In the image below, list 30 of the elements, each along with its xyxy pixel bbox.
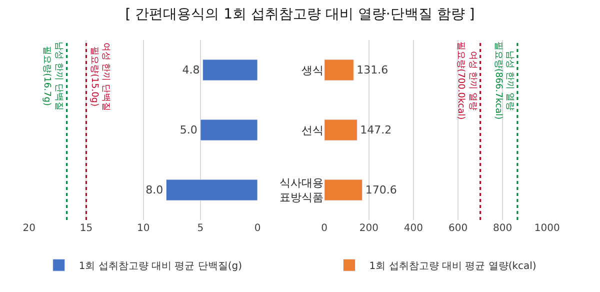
x-tick-label: 0 (321, 223, 328, 234)
x-tick-label: 10 (136, 223, 150, 234)
x-tick-label: 5 (197, 223, 204, 234)
data-label: 147.2 (360, 124, 392, 136)
bar (202, 59, 258, 81)
x-tick-label: 400 (404, 223, 424, 234)
x-tick-label: 15 (80, 223, 93, 234)
x-tick-label: 800 (493, 223, 512, 234)
x-tick-label: 600 (448, 223, 468, 234)
x-tick-label: 0 (254, 223, 261, 234)
data-label: 170.6 (365, 184, 397, 196)
y-tick-label: 식사대용 표방식품 (279, 176, 324, 204)
y-tick-label: 선식 (301, 124, 324, 137)
bar (200, 119, 258, 141)
x-tick-label: 1000 (534, 223, 560, 234)
ref-line-label: 남성 한끼 열량 필요량(866.7kcal) (492, 42, 514, 120)
y-tick-label: 생식 (301, 64, 324, 77)
text: [ 간편대용식의 1회 섭취참고량 대비 열량·단백질 함량 ] (125, 6, 475, 23)
ref-line-label: 여성 한끼 단백질 필요량(15.0g) (89, 42, 111, 112)
data-label: 4.8 (182, 64, 200, 76)
x-tick-label: 20 (22, 223, 36, 234)
data-label: 5.0 (180, 124, 198, 136)
legend-label: 1회 섭취참고량 대비 평균 열량(kcal) (369, 261, 536, 272)
legend-label: 1회 섭취참고량 대비 평균 단백질(g) (78, 261, 242, 272)
ref-line-label: 남성 한끼 단백질 필요량(16.7g) (42, 42, 64, 110)
bar (166, 179, 258, 201)
data-label: 8.0 (146, 184, 164, 196)
ref-line-label: 여성 한끼 열량 필요량(700.0kcal) (456, 42, 478, 120)
x-tick-label: 200 (359, 223, 378, 234)
data-label: 131.6 (356, 64, 388, 76)
